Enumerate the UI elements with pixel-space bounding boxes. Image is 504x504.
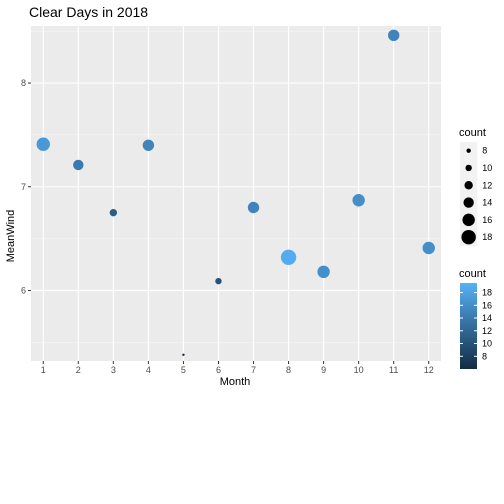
data-point-month-12: [422, 241, 435, 255]
size-legend-label: 14: [482, 198, 492, 208]
size-legend-label: 10: [482, 163, 492, 173]
panel-background: [31, 26, 441, 361]
x-tick-label: 4: [146, 365, 151, 375]
x-tick-label: 3: [111, 365, 116, 375]
size-legend-dot: [464, 181, 473, 190]
size-legend-label: 12: [482, 180, 492, 190]
data-point-month-10: [352, 194, 365, 207]
x-tick-label: 8: [286, 365, 291, 375]
data-point-month-1: [36, 137, 50, 151]
color-legend-title: count: [459, 268, 486, 280]
x-tick-label: 2: [76, 365, 81, 375]
x-axis: 1 2 3 4 5 6 7 8 9 10 11 12: [41, 361, 434, 375]
color-legend: count 8 10 12 14 16 18: [459, 268, 492, 369]
data-point-month-11: [387, 29, 400, 42]
x-tick-label: 10: [354, 365, 364, 375]
data-point-month-8: [280, 249, 297, 265]
x-axis-title: Month: [220, 376, 251, 388]
size-legend-label: 8: [482, 146, 487, 156]
data-point-month-3: [109, 208, 118, 217]
size-legend-title: count: [459, 127, 486, 139]
color-legend-label: 16: [482, 300, 492, 310]
x-tick-label: 11: [389, 365, 398, 375]
size-legend-label: 16: [482, 215, 492, 225]
color-legend-bar: [460, 283, 477, 369]
data-point-month-5: [182, 353, 185, 356]
color-legend-label: 14: [482, 313, 492, 323]
x-tick-label: 6: [216, 365, 221, 375]
data-points: [36, 29, 435, 356]
y-axis-title: MeanWind: [5, 210, 17, 263]
size-legend-label: 18: [482, 232, 492, 242]
size-legend: count 8 10 12 14 16 18: [459, 127, 492, 246]
data-point-month-9: [317, 265, 330, 279]
color-legend-label: 8: [482, 351, 487, 361]
x-tick-label: 12: [424, 365, 434, 375]
plot-panel: [31, 26, 441, 361]
size-legend-dot: [466, 148, 471, 153]
color-legend-label: 10: [482, 339, 492, 349]
data-point-month-6: [215, 277, 222, 285]
x-tick-label: 9: [321, 365, 326, 375]
color-legend-label: 12: [482, 326, 492, 336]
size-legend-dot: [461, 229, 476, 245]
color-legend-label: 18: [482, 288, 492, 298]
x-tick-label: 1: [41, 365, 46, 375]
chart-title: Clear Days in 2018: [29, 4, 148, 20]
x-tick-label: 7: [251, 365, 256, 375]
x-tick-label: 5: [181, 365, 186, 375]
data-point-month-2: [73, 159, 84, 171]
data-point-month-4: [142, 139, 155, 151]
size-legend-dot: [465, 164, 472, 172]
data-point-month-7: [247, 201, 260, 214]
y-axis: 6 7 8: [21, 78, 31, 295]
size-legend-dot: [463, 197, 474, 208]
y-tick-label: 6: [21, 285, 26, 295]
y-tick-label: 8: [21, 78, 26, 88]
size-legend-dot: [462, 213, 475, 227]
y-tick-label: 7: [21, 182, 26, 192]
